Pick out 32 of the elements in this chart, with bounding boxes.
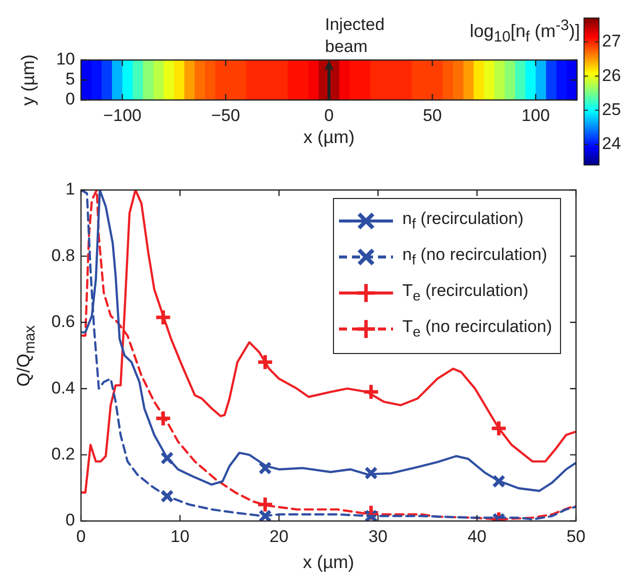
- x-tick-label: 0: [324, 106, 334, 125]
- text: Injected beam: [325, 15, 385, 56]
- color-bar-title: log$_{10}$[n$_{f}$ (m$^{-3}$)]: [470, 17, 580, 46]
- legend-label: n$_{f}$ (no recirculation): [402, 245, 548, 269]
- x-tick-label: 50: [566, 526, 586, 546]
- legend-label: T$_{e}$ (recirculation): [402, 281, 528, 305]
- y-tick-label: 0: [66, 510, 75, 530]
- y-tick-label: 10: [56, 50, 75, 69]
- y-tick-label: 1: [66, 180, 75, 199]
- legend-label: T$_{e}$ (no recirculation): [402, 317, 552, 341]
- x-tick-label: 40: [468, 526, 486, 546]
- x-axis-title: x (µm): [302, 552, 354, 572]
- x-tick-label: −50: [211, 106, 240, 125]
- x-tick-label: 10: [170, 526, 190, 546]
- y-tick-label: 5: [66, 70, 75, 89]
- y-tick-label: 0.4: [51, 378, 75, 398]
- legend-label: n$_{f}$ (recirculation): [402, 209, 524, 233]
- color-bar-label: 27: [602, 32, 621, 51]
- x-tick-label: −100: [103, 106, 142, 125]
- y-tick-label: 0.2: [51, 444, 75, 464]
- x-tick-label: 30: [368, 526, 388, 546]
- x-tick-label: 20: [270, 526, 288, 546]
- color-bar-label: 26: [602, 66, 621, 85]
- x-tick-label: 100: [521, 106, 550, 125]
- x-tick-label: 50: [422, 106, 442, 125]
- x-axis-title: x (µm): [303, 127, 355, 147]
- y-tick-label: 0.6: [51, 312, 75, 332]
- color-bar-label: 24: [602, 134, 621, 154]
- color-bar-label: 25: [602, 100, 621, 119]
- y-axis-title: y (µm): [18, 54, 38, 106]
- y-tick-label: 0.8: [51, 246, 75, 265]
- y-tick-label: 0: [66, 90, 75, 109]
